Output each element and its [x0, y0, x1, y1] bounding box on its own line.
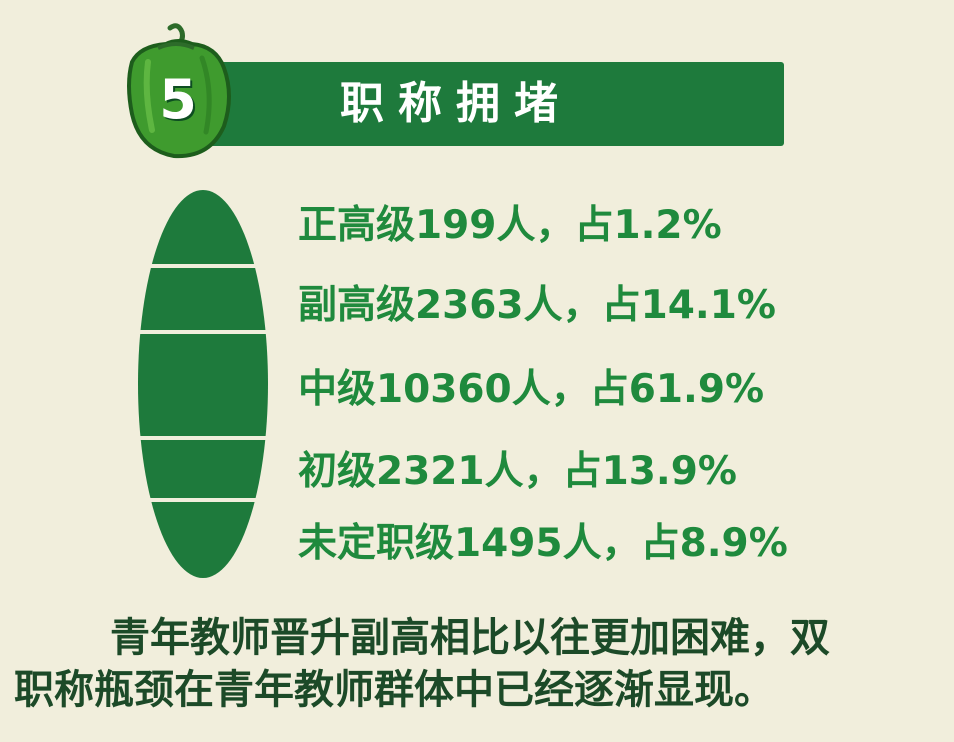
header-banner [196, 62, 784, 146]
ellipse-segment-2 [138, 268, 268, 330]
ellipse-segment-1 [138, 190, 268, 264]
section-number: 5 [159, 68, 197, 131]
stacked-ellipse [138, 190, 268, 578]
conclusion-line-1: 青年教师晋升副高相比以往更加困难，双 [110, 615, 830, 661]
section-title: 职称拥堵 [340, 78, 572, 129]
ellipse-segment-3 [138, 334, 268, 436]
stat-line: 初级2321人，占13.9% [298, 449, 737, 494]
ellipse-segment-4 [138, 440, 268, 498]
stat-line: 正高级199人，占1.2% [298, 203, 722, 248]
conclusion-line-2: 职称瓶颈在青年教师群体中已经逐渐显现。 [14, 667, 774, 713]
ellipse-segment-5 [138, 502, 268, 578]
stat-line: 中级10360人，占61.9% [298, 367, 765, 412]
stat-line: 未定职级1495人，占8.9% [298, 521, 788, 566]
green-pepper-icon [127, 23, 231, 159]
stat-line: 副高级2363人，占14.1% [298, 283, 776, 328]
